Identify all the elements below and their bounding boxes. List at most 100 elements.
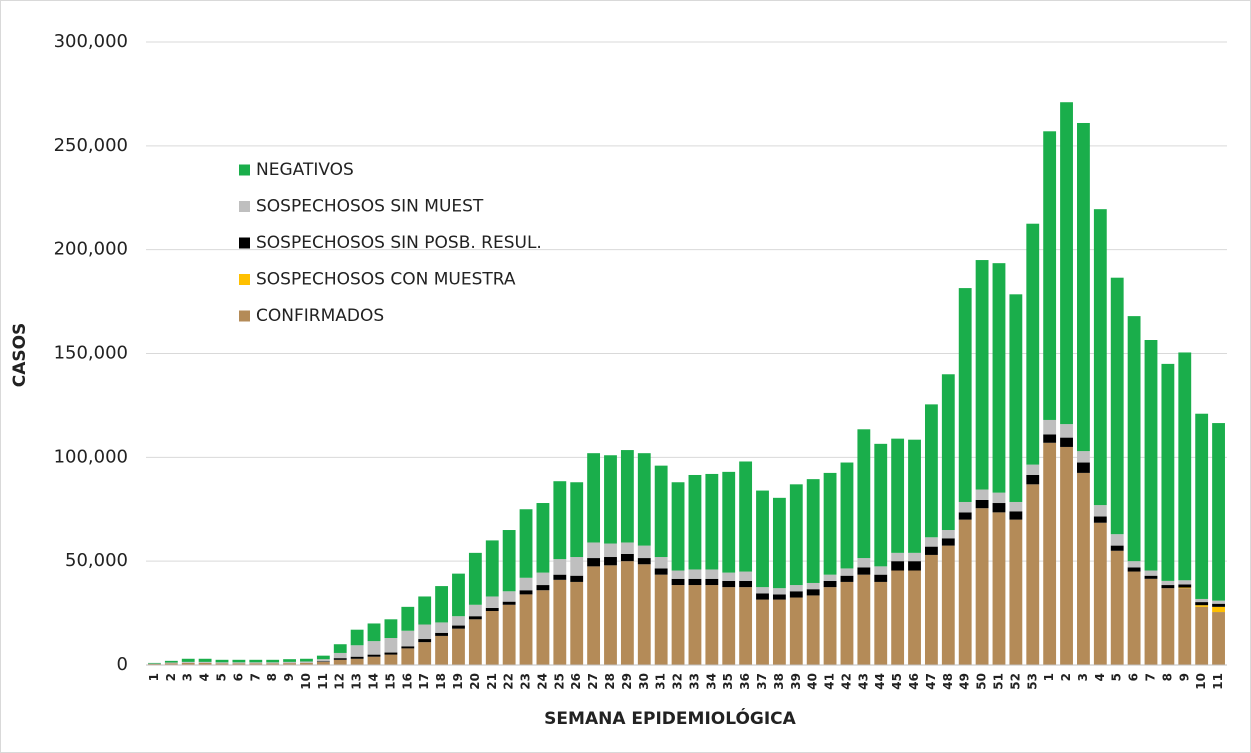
bar-segment (249, 662, 263, 664)
legend-label: SOSPECHOSOS CON MUESTRA (256, 270, 516, 290)
bar-segment (1161, 363, 1175, 581)
bar-segment (688, 585, 702, 665)
x-tick-label: 1 (1042, 673, 1056, 681)
bar-segment (570, 581, 584, 665)
bar-segment (789, 591, 803, 598)
bar-segment (620, 450, 634, 543)
bar-segment (1110, 277, 1124, 535)
bar-segment (485, 596, 499, 608)
bar-segment (1144, 575, 1158, 579)
bar-segment (1026, 474, 1040, 485)
y-tick-label: 100,000 (54, 446, 128, 467)
bar-segment (857, 574, 871, 665)
bar-segment (924, 537, 938, 547)
bar-segment (249, 659, 263, 663)
bar-segment (587, 566, 601, 665)
bar-segment (266, 659, 280, 663)
y-tick-label: 200,000 (54, 239, 128, 260)
bar-segment (908, 570, 921, 665)
x-tick-label: 41 (823, 673, 837, 690)
x-tick-label: 12 (333, 673, 347, 690)
bar-segment (1144, 340, 1158, 571)
bar-segment (772, 497, 786, 589)
bar-segment (148, 663, 161, 665)
bar-segment (1161, 588, 1175, 665)
bar-segment (908, 552, 921, 562)
bar-segment (164, 662, 178, 664)
bar-segment (789, 585, 803, 592)
bar-segment (1077, 451, 1090, 463)
bar-segment (840, 462, 854, 569)
x-tick-label: 33 (687, 673, 701, 690)
bar-segment (384, 654, 398, 665)
bar-segment (1212, 600, 1225, 604)
x-tick-label: 42 (839, 673, 853, 690)
bar-segment (1009, 501, 1023, 512)
bar-segment (266, 662, 280, 664)
bar-segment (316, 659, 330, 662)
x-tick-label: 16 (400, 673, 414, 690)
bar-segment (333, 659, 347, 665)
bar-segment (722, 471, 736, 573)
bar-segment (350, 629, 364, 646)
bar-segment (891, 561, 905, 571)
x-tick-label: 43 (856, 673, 870, 690)
bar-segment (300, 658, 313, 662)
bar-segment (975, 260, 989, 490)
bar-segment (705, 585, 719, 665)
x-tick-label: 46 (907, 673, 921, 690)
legend-label: CONFIRMADOS (256, 306, 384, 326)
bar-segment (367, 641, 381, 655)
bar-segment (485, 540, 499, 597)
bar-segment (316, 661, 330, 662)
x-tick-label: 8 (1160, 673, 1174, 681)
bar-segment (975, 508, 989, 665)
x-tick-label: 8 (265, 673, 279, 681)
bar-segment (1178, 587, 1192, 589)
bar-segment (367, 656, 381, 665)
bar-segment (502, 601, 516, 605)
bar-segment (1077, 462, 1090, 473)
x-tick-label: 47 (924, 673, 938, 690)
bar-segment (1110, 545, 1124, 551)
bar-segment (958, 519, 972, 665)
x-tick-label: 3 (1076, 673, 1090, 681)
bar-segment (1093, 505, 1107, 517)
bar-segment (772, 599, 786, 665)
bar-segment (992, 503, 1006, 513)
bar-segment (637, 564, 651, 665)
bar-segment (198, 658, 212, 662)
bar-segment (1077, 122, 1090, 452)
x-tick-label: 7 (248, 673, 262, 681)
bar-segment (671, 578, 685, 586)
bar-segment (604, 557, 617, 566)
bar-segment (1060, 102, 1073, 425)
bar-segment (688, 569, 702, 579)
bar-segment (722, 580, 736, 588)
bar-segment (772, 588, 786, 595)
x-tick-label: 53 (1025, 673, 1039, 690)
x-tick-label: 48 (941, 673, 955, 690)
bar-segment (637, 558, 651, 565)
bar-segment (806, 595, 820, 665)
bar-segment (401, 630, 415, 647)
bar-segment (350, 645, 364, 657)
bar-segment (908, 439, 921, 553)
bar-segment (198, 661, 212, 663)
bar-segment (620, 553, 634, 562)
x-tick-label: 20 (468, 673, 482, 690)
x-tick-label: 38 (772, 673, 786, 690)
bar-segment (840, 581, 854, 665)
x-tick-label: 28 (603, 673, 617, 690)
bar-segment (215, 662, 229, 664)
bar-segment (874, 581, 888, 665)
bar-segment (333, 652, 347, 659)
bar-segment (1195, 602, 1209, 606)
bar-segment (401, 646, 415, 649)
x-tick-label: 25 (552, 673, 566, 690)
bar-segment (249, 663, 263, 665)
x-tick-label: 6 (1127, 673, 1141, 681)
bar-segment (1093, 209, 1107, 506)
bar-segment (553, 481, 567, 560)
